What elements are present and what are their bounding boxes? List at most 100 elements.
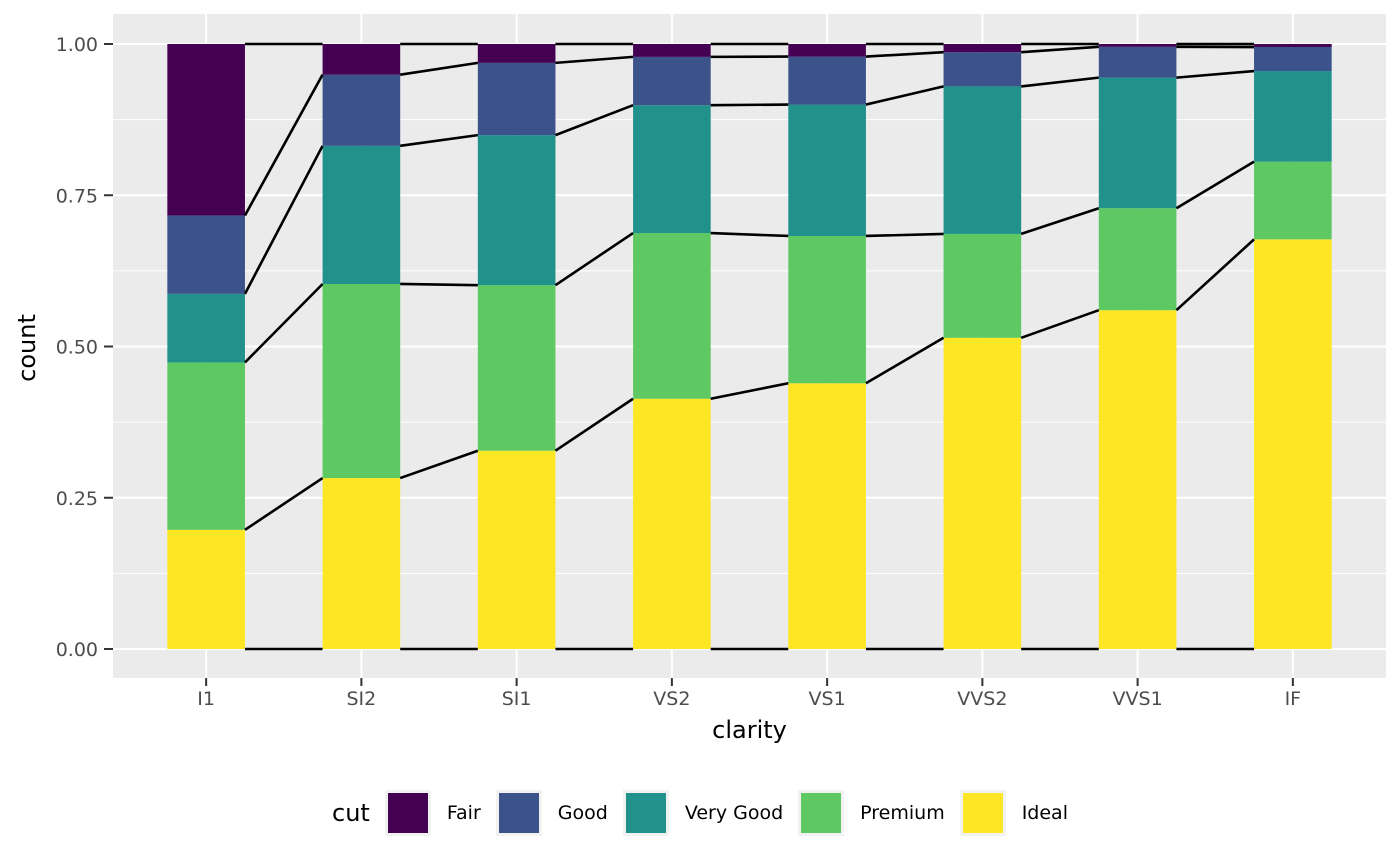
legend-item-very-good: Very Good bbox=[622, 790, 784, 836]
legend-swatch-icon bbox=[801, 793, 842, 833]
x-tick-label-if: IF bbox=[1285, 688, 1302, 710]
boundary-line bbox=[865, 336, 945, 385]
bar-segment-fair-vvs2 bbox=[943, 44, 1022, 53]
x-tick-label-i1: I1 bbox=[197, 688, 215, 710]
x-tick-label-vvs1: VVS1 bbox=[1113, 688, 1163, 710]
bar-segment-fair-i1 bbox=[167, 44, 245, 216]
legend-label: Good bbox=[557, 802, 608, 824]
boundary-line bbox=[243, 74, 324, 217]
boundary-line bbox=[1020, 207, 1100, 236]
legend-label: Premium bbox=[860, 802, 945, 824]
boundary-line bbox=[710, 231, 789, 238]
legend-key bbox=[384, 790, 431, 836]
y-axis-title: count bbox=[13, 314, 41, 382]
bar-segment-good-vs1 bbox=[788, 56, 866, 105]
bar-segment-fair-if bbox=[1254, 44, 1332, 48]
boundary-line bbox=[555, 55, 634, 65]
x-tick-label-si2: SI2 bbox=[347, 688, 377, 710]
legend-swatch-icon bbox=[387, 793, 428, 833]
boundary-line bbox=[554, 397, 634, 452]
legend-key bbox=[495, 790, 542, 836]
boundary-line bbox=[1021, 76, 1099, 88]
bar-segment-very-good-vvs2 bbox=[943, 86, 1022, 234]
bar-segment-very-good-if bbox=[1254, 71, 1332, 162]
x-tick-label-vs2: VS2 bbox=[653, 688, 690, 710]
legend-item-premium: Premium bbox=[798, 790, 945, 836]
boundary-line bbox=[244, 476, 324, 531]
legend-item-ideal: Ideal bbox=[959, 790, 1068, 836]
bar-segment-good-vvs1 bbox=[1098, 46, 1177, 78]
bar-segment-premium-if bbox=[1254, 161, 1332, 240]
y-tick-label: 0.75 bbox=[56, 185, 98, 207]
bar-segment-fair-vs2 bbox=[633, 44, 711, 57]
bar-segment-ideal-vvs1 bbox=[1098, 310, 1177, 649]
legend-item-fair: Fair bbox=[384, 790, 481, 836]
bar-segment-good-si2 bbox=[322, 74, 401, 146]
legend-key bbox=[622, 790, 669, 836]
boundary-line bbox=[1175, 160, 1255, 210]
y-tick-label: 1.00 bbox=[56, 34, 98, 56]
bar-segment-very-good-vs2 bbox=[633, 105, 711, 234]
bar-segment-ideal-si1 bbox=[477, 450, 556, 649]
boundary-line bbox=[1176, 69, 1255, 79]
bar-segment-very-good-vs1 bbox=[788, 104, 866, 236]
legend-swatch-icon bbox=[962, 793, 1003, 833]
bar-segment-very-good-i1 bbox=[167, 293, 245, 363]
bar-segment-fair-vs1 bbox=[788, 44, 866, 57]
x-tick-label-si1: SI1 bbox=[502, 688, 532, 710]
bar-segment-premium-vs1 bbox=[788, 235, 866, 384]
x-tick-label-vs1: VS1 bbox=[809, 688, 846, 710]
boundary-line bbox=[400, 282, 478, 287]
boundary-line bbox=[243, 145, 324, 295]
legend-swatch-icon bbox=[498, 793, 539, 833]
legend-key bbox=[798, 790, 845, 836]
boundary-line bbox=[400, 61, 479, 76]
legend-label: Very Good bbox=[684, 802, 784, 824]
boundary-line bbox=[1175, 238, 1255, 312]
bar-segment-good-if bbox=[1254, 47, 1332, 72]
boundary-line bbox=[865, 232, 944, 238]
bar-segment-fair-si1 bbox=[477, 44, 556, 63]
y-tick-label: 0.00 bbox=[56, 639, 98, 661]
bar-segment-fair-si2 bbox=[322, 44, 401, 75]
bar-segment-good-si1 bbox=[477, 62, 556, 136]
boundary-line bbox=[554, 103, 634, 137]
bar-segment-very-good-si2 bbox=[322, 145, 401, 284]
bar-segment-ideal-si2 bbox=[322, 478, 401, 649]
y-tick-label: 0.50 bbox=[56, 337, 98, 359]
bar-segment-ideal-vs1 bbox=[788, 383, 866, 649]
x-tick-label-vvs2: VVS2 bbox=[957, 688, 1007, 710]
boundary-line bbox=[244, 283, 324, 364]
legend: cut Fair Good Very Good Premium Ideal bbox=[0, 787, 1400, 839]
bar-segment-good-vvs2 bbox=[943, 52, 1022, 87]
boundary-line bbox=[1020, 308, 1100, 340]
bar-segment-good-i1 bbox=[167, 215, 245, 294]
bar-segment-premium-vvs2 bbox=[943, 233, 1022, 338]
bar-segment-very-good-si1 bbox=[477, 135, 556, 286]
boundary-line bbox=[399, 449, 479, 480]
legend-label: Ideal bbox=[1021, 802, 1068, 824]
bar-segment-premium-i1 bbox=[167, 362, 245, 530]
x-axis-title: clarity bbox=[712, 716, 787, 744]
legend-key bbox=[959, 790, 1006, 836]
bar-segment-fair-vvs1 bbox=[1098, 44, 1177, 47]
bar-segment-ideal-vvs2 bbox=[943, 337, 1022, 649]
bar-segment-ideal-if bbox=[1254, 239, 1332, 650]
boundary-line bbox=[865, 85, 944, 106]
bar-segment-very-good-vvs1 bbox=[1098, 77, 1177, 209]
boundary-line bbox=[710, 103, 789, 107]
boundary-line bbox=[710, 381, 789, 401]
legend-item-good: Good bbox=[495, 790, 608, 836]
boundary-line bbox=[554, 231, 634, 287]
bar-segment-premium-vvs1 bbox=[1098, 208, 1177, 311]
bar-segment-premium-vs2 bbox=[633, 233, 711, 399]
bar-segment-ideal-vs2 bbox=[633, 398, 711, 649]
bar-segment-ideal-i1 bbox=[167, 529, 245, 649]
bar-segment-premium-si2 bbox=[322, 283, 401, 479]
boundary-line bbox=[865, 50, 944, 58]
legend-title: cut bbox=[332, 799, 370, 827]
boundary-line bbox=[1021, 45, 1099, 54]
legend-label: Fair bbox=[446, 802, 481, 824]
